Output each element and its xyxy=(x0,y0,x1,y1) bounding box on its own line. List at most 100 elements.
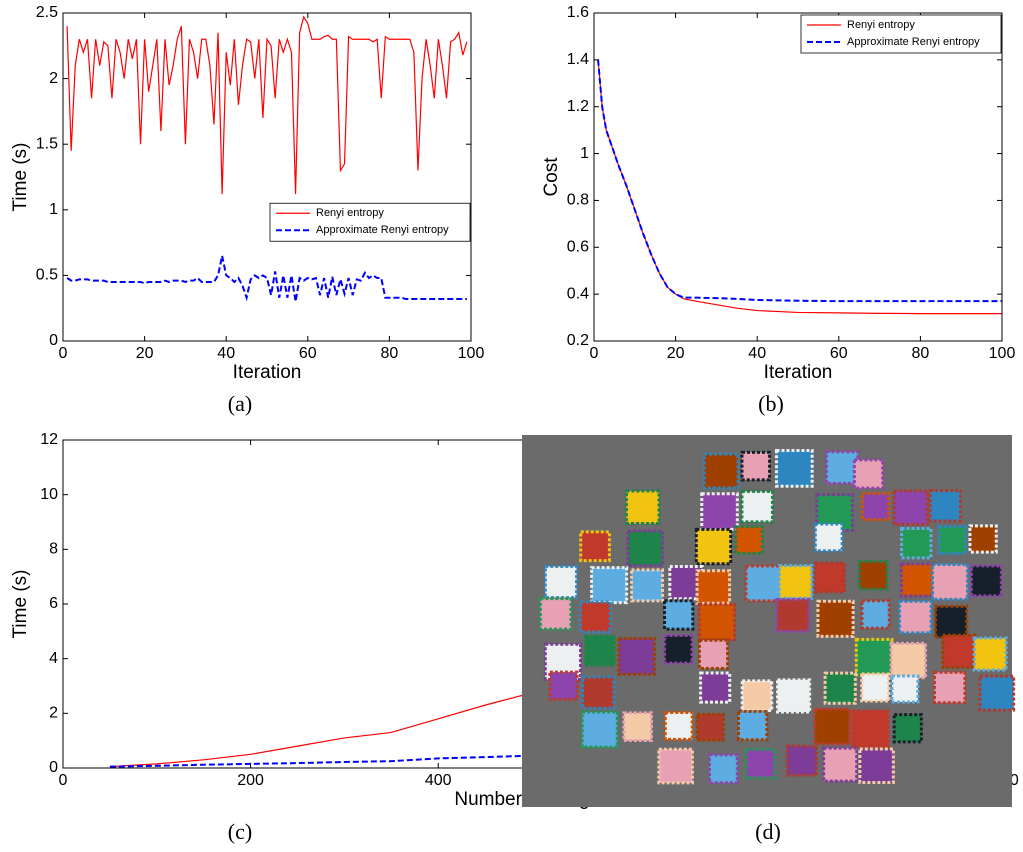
x-tick-label: 60 xyxy=(830,345,848,362)
y-tick-label: 10 xyxy=(40,486,58,503)
thumbnail xyxy=(900,527,933,560)
thumbnail xyxy=(889,641,928,680)
plot-frame xyxy=(62,12,472,342)
thumbnail xyxy=(898,599,933,635)
thumbnail xyxy=(548,670,579,701)
thumbnail xyxy=(697,638,730,670)
legend-box xyxy=(269,202,471,242)
series-line xyxy=(66,255,467,302)
thumbnail xyxy=(744,564,783,603)
x-tick-label: 100 xyxy=(989,345,1016,362)
x-axis-label: Iteration xyxy=(233,362,302,383)
thumbnail xyxy=(538,597,573,631)
thumbnail xyxy=(858,747,895,784)
thumbnail xyxy=(860,599,891,630)
x-tick-label: 80 xyxy=(912,345,930,362)
thumbnail xyxy=(816,599,855,638)
thumbnail xyxy=(822,746,859,783)
legend-box xyxy=(800,14,1002,54)
thumbnail xyxy=(694,527,733,566)
x-tick-label: 20 xyxy=(136,345,154,362)
x-tick-label: 400 xyxy=(425,772,452,789)
thumbnail xyxy=(740,489,774,524)
thumbnail xyxy=(852,458,885,490)
y-tick-label: 6 xyxy=(49,595,58,612)
y-tick-label: 0 xyxy=(49,759,58,776)
legend-label: Renyi entropy xyxy=(847,19,915,31)
x-tick-label: 0 xyxy=(59,772,68,789)
thumbnail xyxy=(813,561,847,594)
thumbnail xyxy=(937,525,968,555)
thumbnail xyxy=(860,491,891,522)
caption: (b) xyxy=(758,391,784,416)
thumbnail xyxy=(617,637,656,676)
thumbnail xyxy=(702,452,740,490)
thumbnail xyxy=(941,633,977,669)
thumbnail xyxy=(697,602,737,642)
thumbnail xyxy=(581,675,616,710)
caption: (c) xyxy=(228,819,252,844)
thumbnail xyxy=(699,671,732,704)
y-axis-label: Time (s) xyxy=(10,570,31,639)
y-tick-label: 2.5 xyxy=(36,4,58,21)
x-tick-label: 0 xyxy=(590,345,599,362)
thumbnail xyxy=(932,670,967,705)
caption: (a) xyxy=(228,391,252,416)
thumbnail xyxy=(700,492,739,531)
thumbnail xyxy=(668,564,704,601)
x-tick-label: 80 xyxy=(381,345,399,362)
x-tick-label: 100 xyxy=(458,345,485,362)
thumbnail xyxy=(663,710,694,741)
thumbnail xyxy=(775,597,811,633)
thumbnail xyxy=(892,489,929,526)
thumbnail xyxy=(622,711,653,743)
thumbnail xyxy=(928,489,963,523)
thumbnail xyxy=(968,524,998,554)
thumbnail xyxy=(850,709,890,749)
y-tick-label: 0.2 xyxy=(567,332,589,349)
y-tick-label: 1 xyxy=(49,201,58,218)
y-tick-label: 0.4 xyxy=(567,285,589,302)
thumbnail xyxy=(695,569,732,605)
thumbnail xyxy=(580,710,619,749)
thumbnail xyxy=(892,713,923,744)
series-line xyxy=(66,15,468,195)
thumbnail xyxy=(583,634,617,667)
y-tick-label: 2 xyxy=(49,70,58,87)
y-tick-label: 4 xyxy=(49,650,58,667)
y-axis-label: Cost xyxy=(541,157,562,197)
thumbnail xyxy=(578,600,612,634)
thumbnail xyxy=(663,599,695,631)
y-tick-label: 12 xyxy=(40,431,58,448)
legend-label: Renyi entropy xyxy=(316,207,384,219)
thumbnail xyxy=(890,674,920,704)
x-tick-label: 40 xyxy=(217,345,235,362)
thumbnail xyxy=(744,747,777,780)
y-tick-label: 0 xyxy=(49,332,58,349)
thumbnail xyxy=(824,450,860,485)
thumbnail xyxy=(543,564,579,600)
y-tick-label: 2 xyxy=(49,705,58,722)
thumbnail xyxy=(740,679,774,712)
thumbnail xyxy=(813,522,844,553)
x-tick-label: 200 xyxy=(237,772,264,789)
y-tick-label: 8 xyxy=(49,541,58,558)
y-tick-label: 0.6 xyxy=(567,239,589,256)
thumbnail xyxy=(579,530,611,563)
thumbnail xyxy=(777,564,814,600)
y-axis-label: Time (s) xyxy=(10,143,31,212)
thumbnail xyxy=(969,564,1003,598)
thumbnail xyxy=(708,753,739,785)
thumbnail xyxy=(899,562,935,598)
y-tick-label: 1.2 xyxy=(567,98,589,115)
caption: (d) xyxy=(755,819,781,844)
y-tick-label: 1 xyxy=(580,145,589,162)
y-tick-label: 0.5 xyxy=(36,267,58,284)
thumbnail xyxy=(626,529,665,568)
y-tick-label: 0.8 xyxy=(567,192,589,209)
thumbnail xyxy=(860,672,891,703)
thumbnail xyxy=(776,678,812,714)
thumbnail xyxy=(854,637,894,677)
thumbnail xyxy=(734,525,764,555)
